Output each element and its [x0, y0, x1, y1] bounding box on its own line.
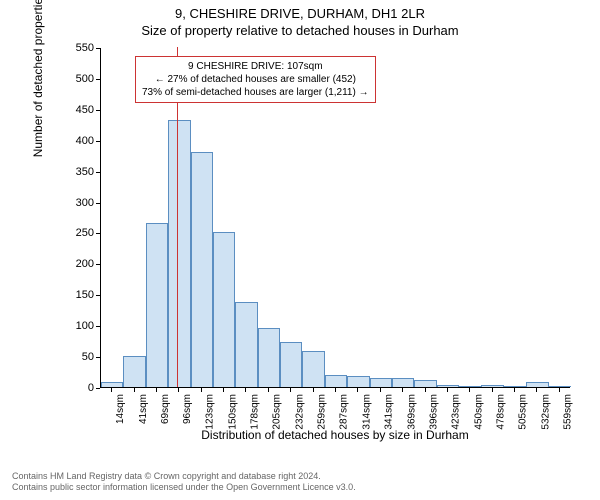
x-tick-mark [134, 388, 135, 392]
histogram-bar [302, 351, 324, 387]
x-tick-mark [313, 388, 314, 392]
histogram-bar [459, 386, 481, 387]
x-tick-label: 396sqm [429, 394, 440, 430]
x-tick-label: 41sqm [138, 394, 149, 424]
x-tick-label: 96sqm [182, 394, 193, 424]
x-tick-mark [380, 388, 381, 392]
histogram-bar [526, 382, 548, 387]
x-tick-label: 423sqm [451, 394, 462, 430]
x-tick-mark [223, 388, 224, 392]
y-axis-label: Number of detached properties [31, 0, 45, 157]
histogram-bar [370, 378, 392, 387]
x-tick-label: 232sqm [294, 394, 305, 430]
x-tick-label: 205sqm [272, 394, 283, 430]
histogram-bar [325, 375, 347, 387]
chart-inner: 9 CHESHIRE DRIVE: 107sqm← 27% of detache… [100, 48, 570, 388]
x-tick-mark [290, 388, 291, 392]
x-tick-mark [469, 388, 470, 392]
histogram-bar [258, 328, 280, 387]
x-tick-mark [245, 388, 246, 392]
x-tick-label: 14sqm [115, 394, 126, 424]
footer-attribution: Contains HM Land Registry data © Crown c… [12, 471, 356, 494]
x-tick-mark [514, 388, 515, 392]
x-tick-label: 150sqm [227, 394, 238, 430]
histogram-bar [191, 152, 213, 387]
y-tick-label: 200 [76, 258, 94, 270]
x-tick-label: 369sqm [406, 394, 417, 430]
x-tick-label: 559sqm [563, 394, 574, 430]
y-tick-label: 0 [88, 382, 94, 394]
annotation-line: ← 27% of detached houses are smaller (45… [142, 73, 369, 86]
y-tick-label: 250 [76, 227, 94, 239]
x-tick-label: 450sqm [473, 394, 484, 430]
x-tick-label: 287sqm [339, 394, 350, 430]
y-tick-label: 500 [76, 73, 94, 85]
y-tick-label: 400 [76, 135, 94, 147]
x-tick-mark [492, 388, 493, 392]
x-tick-mark [559, 388, 560, 392]
histogram-bar [168, 120, 190, 387]
y-tick-label: 350 [76, 166, 94, 178]
histogram-bar [347, 376, 369, 387]
y-tick-label: 450 [76, 104, 94, 116]
y-axis: 050100150200250300350400450500550 [60, 48, 100, 388]
y-tick-label: 300 [76, 197, 94, 209]
x-tick-mark [111, 388, 112, 392]
x-tick-label: 532sqm [540, 394, 551, 430]
x-tick-mark [178, 388, 179, 392]
histogram-bar [481, 385, 503, 387]
histogram-bar [235, 302, 257, 387]
histogram-bar [414, 380, 436, 387]
histogram-bar [213, 232, 235, 387]
x-tick-mark [201, 388, 202, 392]
x-tick-mark [536, 388, 537, 392]
x-tick-label: 69sqm [160, 394, 171, 424]
x-tick-mark [425, 388, 426, 392]
footer-line-2: Contains public sector information licen… [12, 482, 356, 494]
annotation-line: 9 CHESHIRE DRIVE: 107sqm [142, 60, 369, 73]
x-tick-label: 178sqm [249, 394, 260, 430]
y-tick-label: 150 [76, 289, 94, 301]
histogram-bar [101, 382, 123, 387]
x-tick-label: 478sqm [496, 394, 507, 430]
annotation-line: 73% of semi-detached houses are larger (… [142, 86, 369, 99]
chart-container: 9, CHESHIRE DRIVE, DURHAM, DH1 2LR Size … [0, 0, 600, 500]
footer-line-1: Contains HM Land Registry data © Crown c… [12, 471, 356, 483]
x-axis: Distribution of detached houses by size … [100, 388, 570, 418]
x-tick-label: 505sqm [518, 394, 529, 430]
x-tick-mark [335, 388, 336, 392]
chart-title-main: 9, CHESHIRE DRIVE, DURHAM, DH1 2LR [0, 0, 600, 21]
x-axis-label: Distribution of detached houses by size … [100, 428, 570, 442]
x-tick-label: 314sqm [361, 394, 372, 430]
x-tick-mark [447, 388, 448, 392]
x-tick-mark [357, 388, 358, 392]
histogram-bar [549, 386, 571, 387]
histogram-bar [146, 223, 168, 387]
histogram-bar [123, 356, 145, 387]
x-tick-mark [268, 388, 269, 392]
y-tick-label: 50 [82, 351, 94, 363]
x-tick-label: 123sqm [205, 394, 216, 430]
histogram-bar [392, 378, 414, 387]
chart-title-sub: Size of property relative to detached ho… [0, 21, 600, 38]
x-tick-mark [156, 388, 157, 392]
histogram-bar [437, 385, 459, 387]
plot-area: Number of detached properties 0501001502… [60, 48, 570, 418]
histogram-bar [504, 386, 526, 387]
y-tick-label: 100 [76, 320, 94, 332]
annotation-box: 9 CHESHIRE DRIVE: 107sqm← 27% of detache… [135, 56, 376, 103]
x-tick-label: 259sqm [317, 394, 328, 430]
x-tick-label: 341sqm [384, 394, 395, 430]
y-tick-label: 550 [76, 42, 94, 54]
x-tick-mark [402, 388, 403, 392]
histogram-bar [280, 342, 302, 387]
